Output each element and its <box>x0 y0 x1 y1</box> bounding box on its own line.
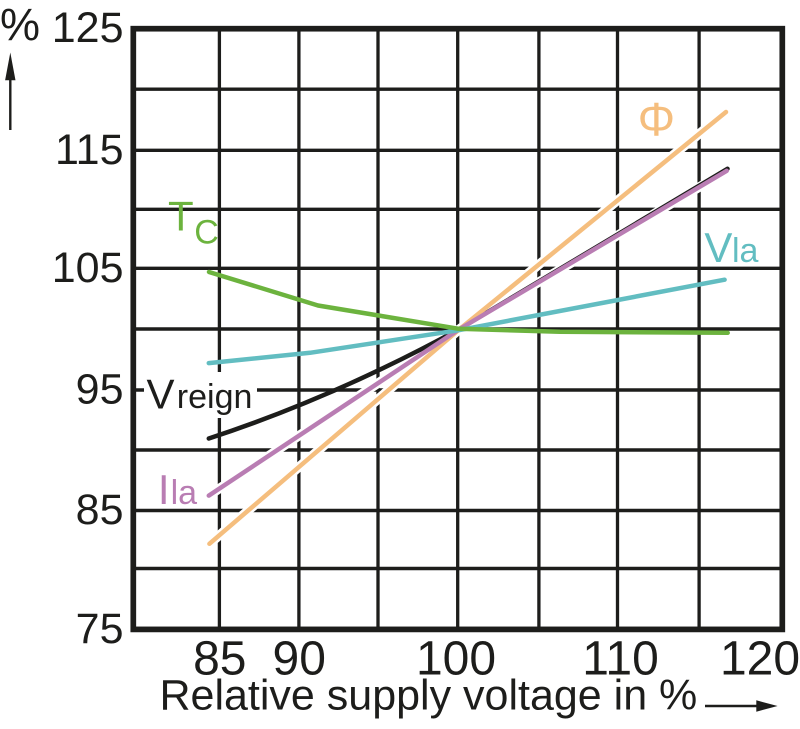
svg-text:125: 125 <box>52 4 124 52</box>
svg-text:105: 105 <box>52 244 124 292</box>
svg-text:100: 100 <box>416 633 496 686</box>
svg-text:85: 85 <box>193 633 246 686</box>
svg-text:120: 120 <box>720 633 800 686</box>
svg-text:95: 95 <box>76 366 124 414</box>
svg-text:C: C <box>194 214 219 252</box>
svg-text:V: V <box>147 371 175 418</box>
svg-text:%: % <box>0 0 40 50</box>
svg-text:115: 115 <box>55 126 124 174</box>
svg-text:reign: reign <box>177 378 253 416</box>
svg-text:la: la <box>171 474 198 512</box>
svg-text:T: T <box>168 192 194 239</box>
svg-text:85: 85 <box>76 486 124 534</box>
svg-text:90: 90 <box>273 633 326 686</box>
svg-text:110: 110 <box>582 633 659 686</box>
svg-text:V: V <box>704 224 732 271</box>
svg-text:I: I <box>158 466 170 513</box>
svg-text:75: 75 <box>76 605 124 653</box>
svg-text:Φ: Φ <box>638 92 676 145</box>
svg-text:Relative supply voltage in %: Relative supply voltage in % <box>160 672 698 720</box>
svg-text:la: la <box>732 232 759 270</box>
